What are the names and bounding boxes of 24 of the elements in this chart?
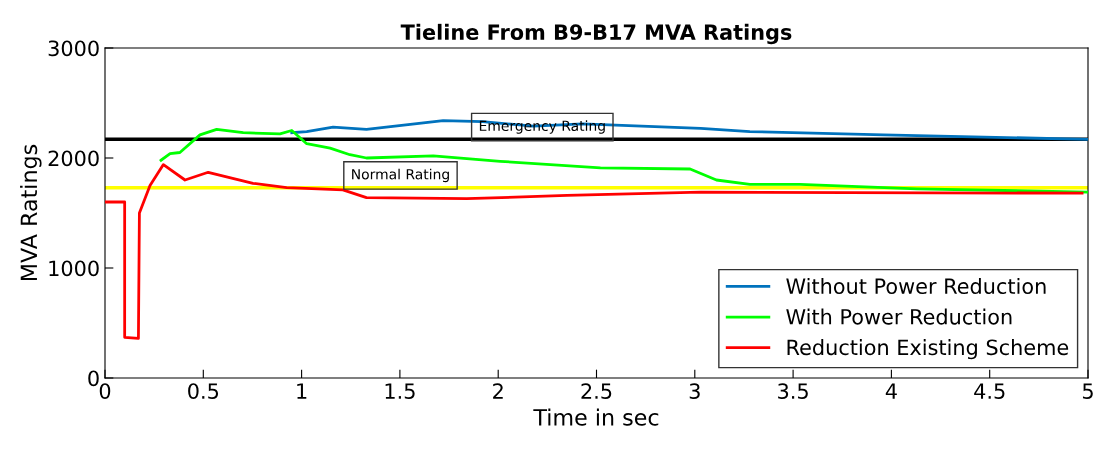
chart-title: Tieline From B9-B17 MVA Ratings	[400, 23, 792, 45]
x-tick-label: 1	[297, 383, 307, 399]
x-tick-label: 2.5	[581, 383, 612, 399]
x-axis-title: Time in sec	[533, 408, 659, 426]
x-tick-label: 4	[885, 383, 897, 399]
y-tick-label: 2000	[48, 150, 99, 167]
x-tick-label: 1.5	[385, 383, 415, 399]
y-tick-label: 1000	[49, 260, 99, 277]
y-tick-label: 3000	[48, 40, 99, 57]
legend-label: Without Power Reduction	[786, 277, 1046, 295]
x-tick-label: 4.5	[974, 383, 1005, 399]
line-series	[290, 119, 1088, 141]
line-series	[105, 163, 1084, 340]
legend-label: With Power Reduction	[786, 308, 1012, 325]
legend-label: Reduction Existing Scheme	[787, 339, 1069, 360]
x-tick-label: 3	[689, 383, 700, 399]
x-tick-label: 5	[1082, 383, 1093, 399]
x-tick-label: 2	[493, 383, 503, 399]
x-tick-label: 0	[99, 383, 111, 399]
y-tick-label: 0	[88, 370, 99, 387]
x-tick-label: 0.5	[188, 383, 219, 399]
y-axis-title: MVA Ratings	[20, 144, 42, 281]
ref-line-label: Normal Rating	[352, 168, 449, 183]
x-tick-label: 3.5	[778, 383, 808, 399]
